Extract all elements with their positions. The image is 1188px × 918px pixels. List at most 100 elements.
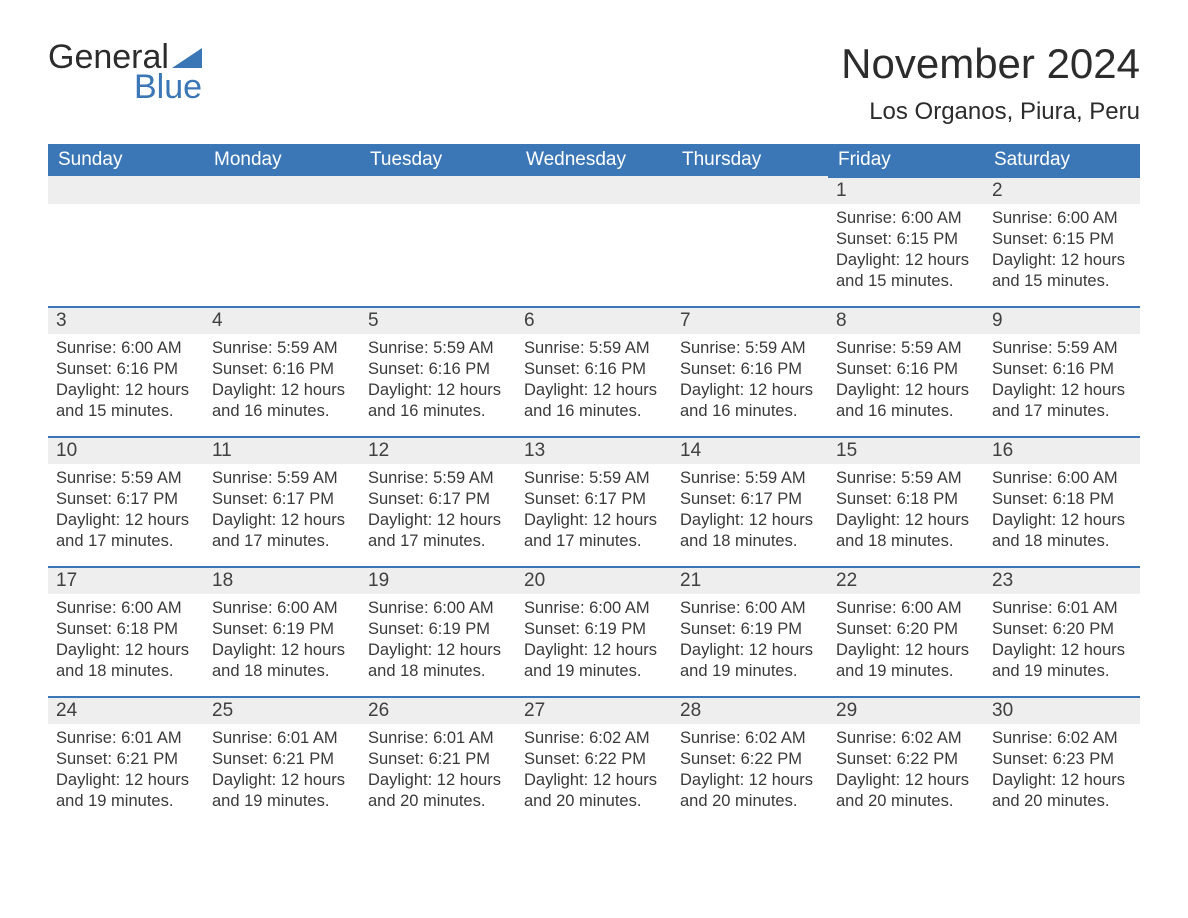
sunset-line: Sunset: 6:20 PM <box>836 619 976 640</box>
day-number: 1 <box>828 176 984 204</box>
sunset-line: Sunset: 6:22 PM <box>680 749 820 770</box>
daylight-line: Daylight: 12 hours and 18 minutes. <box>836 510 976 552</box>
calendar-day-cell: 22Sunrise: 6:00 AMSunset: 6:20 PMDayligh… <box>828 566 984 696</box>
daylight-line-label: Daylight: <box>680 641 744 659</box>
day-details: Sunrise: 5:59 AMSunset: 6:17 PMDaylight:… <box>204 464 360 562</box>
sunset-line: Sunset: 6:21 PM <box>368 749 508 770</box>
day-number: 25 <box>204 696 360 724</box>
daylight-line-label: Daylight: <box>524 381 588 399</box>
sunrise-line-value: 6:02 AM <box>589 729 650 747</box>
sunset-line-value: 6:16 PM <box>741 360 802 378</box>
sunset-line-value: 6:15 PM <box>897 230 958 248</box>
calendar-header-row: SundayMondayTuesdayWednesdayThursdayFrid… <box>48 144 1140 176</box>
sunset-line-label: Sunset: <box>368 360 424 378</box>
sunset-line-label: Sunset: <box>56 750 112 768</box>
calendar-empty-cell <box>516 176 672 306</box>
day-details: Sunrise: 6:00 AMSunset: 6:19 PMDaylight:… <box>672 594 828 692</box>
daylight-line: Daylight: 12 hours and 15 minutes. <box>992 250 1132 292</box>
daylight-line: Daylight: 12 hours and 20 minutes. <box>680 770 820 812</box>
daylight-line-label: Daylight: <box>680 511 744 529</box>
sunrise-line-value: 6:01 AM <box>1057 599 1118 617</box>
sunrise-line-label: Sunrise: <box>368 729 429 747</box>
daylight-line-label: Daylight: <box>836 641 900 659</box>
sunrise-line-label: Sunrise: <box>56 339 117 357</box>
day-details: Sunrise: 6:01 AMSunset: 6:21 PMDaylight:… <box>48 724 204 822</box>
day-number: 16 <box>984 436 1140 464</box>
sunrise-line-value: 5:59 AM <box>433 469 494 487</box>
sunset-line-value: 6:20 PM <box>1053 620 1114 638</box>
day-number: 11 <box>204 436 360 464</box>
sunset-line-value: 6:16 PM <box>429 360 490 378</box>
sunrise-line-label: Sunrise: <box>992 469 1053 487</box>
day-details: Sunrise: 6:00 AMSunset: 6:18 PMDaylight:… <box>48 594 204 692</box>
sunset-line-value: 6:17 PM <box>429 490 490 508</box>
sunrise-line-value: 5:59 AM <box>277 469 338 487</box>
daylight-line-label: Daylight: <box>836 511 900 529</box>
day-number: 13 <box>516 436 672 464</box>
day-details: Sunrise: 5:59 AMSunset: 6:16 PMDaylight:… <box>828 334 984 432</box>
sunrise-line-value: 6:00 AM <box>1057 209 1118 227</box>
calendar-day-cell: 17Sunrise: 6:00 AMSunset: 6:18 PMDayligh… <box>48 566 204 696</box>
daylight-line-label: Daylight: <box>992 511 1056 529</box>
daylight-line-label: Daylight: <box>836 381 900 399</box>
daylight-line: Daylight: 12 hours and 17 minutes. <box>992 380 1132 422</box>
empty-day-bar <box>516 176 672 204</box>
sunrise-line: Sunrise: 5:59 AM <box>524 338 664 359</box>
sunset-line-value: 6:17 PM <box>273 490 334 508</box>
calendar-day-cell: 27Sunrise: 6:02 AMSunset: 6:22 PMDayligh… <box>516 696 672 826</box>
day-details: Sunrise: 6:00 AMSunset: 6:19 PMDaylight:… <box>360 594 516 692</box>
sunrise-line: Sunrise: 5:59 AM <box>212 468 352 489</box>
daylight-line: Daylight: 12 hours and 15 minutes. <box>56 380 196 422</box>
daylight-line-label: Daylight: <box>368 771 432 789</box>
weekday-header: Wednesday <box>516 144 672 176</box>
daylight-line-label: Daylight: <box>524 641 588 659</box>
sunrise-line: Sunrise: 6:02 AM <box>836 728 976 749</box>
daylight-line-label: Daylight: <box>56 511 120 529</box>
sunrise-line: Sunrise: 6:02 AM <box>524 728 664 749</box>
sunrise-line: Sunrise: 6:00 AM <box>992 468 1132 489</box>
daylight-line-label: Daylight: <box>524 511 588 529</box>
sunrise-line: Sunrise: 5:59 AM <box>680 338 820 359</box>
sunrise-line-value: 6:02 AM <box>901 729 962 747</box>
sunrise-line-value: 5:59 AM <box>589 469 650 487</box>
sunrise-line: Sunrise: 6:00 AM <box>524 598 664 619</box>
daylight-line-label: Daylight: <box>212 641 276 659</box>
calendar-day-cell: 26Sunrise: 6:01 AMSunset: 6:21 PMDayligh… <box>360 696 516 826</box>
sunrise-line-value: 5:59 AM <box>901 469 962 487</box>
sunrise-line-label: Sunrise: <box>56 729 117 747</box>
day-number: 19 <box>360 566 516 594</box>
sunrise-line-label: Sunrise: <box>680 339 741 357</box>
day-number: 22 <box>828 566 984 594</box>
day-number: 7 <box>672 306 828 334</box>
calendar-empty-cell <box>204 176 360 306</box>
sunrise-line-label: Sunrise: <box>992 599 1053 617</box>
sunset-line: Sunset: 6:20 PM <box>992 619 1132 640</box>
sunset-line-value: 6:17 PM <box>741 490 802 508</box>
sunset-line: Sunset: 6:17 PM <box>212 489 352 510</box>
daylight-line: Daylight: 12 hours and 18 minutes. <box>368 640 508 682</box>
calendar-day-cell: 4Sunrise: 5:59 AMSunset: 6:16 PMDaylight… <box>204 306 360 436</box>
sunset-line: Sunset: 6:19 PM <box>524 619 664 640</box>
calendar-day-cell: 12Sunrise: 5:59 AMSunset: 6:17 PMDayligh… <box>360 436 516 566</box>
calendar-day-cell: 19Sunrise: 6:00 AMSunset: 6:19 PMDayligh… <box>360 566 516 696</box>
sunrise-line-value: 5:59 AM <box>901 339 962 357</box>
daylight-line: Daylight: 12 hours and 16 minutes. <box>524 380 664 422</box>
sunrise-line-value: 5:59 AM <box>745 469 806 487</box>
sunset-line: Sunset: 6:15 PM <box>992 229 1132 250</box>
daylight-line-label: Daylight: <box>56 381 120 399</box>
day-number: 8 <box>828 306 984 334</box>
day-details: Sunrise: 6:00 AMSunset: 6:19 PMDaylight:… <box>204 594 360 692</box>
calendar-day-cell: 13Sunrise: 5:59 AMSunset: 6:17 PMDayligh… <box>516 436 672 566</box>
daylight-line-label: Daylight: <box>680 771 744 789</box>
sunset-line: Sunset: 6:16 PM <box>212 359 352 380</box>
daylight-line: Daylight: 12 hours and 18 minutes. <box>680 510 820 552</box>
day-number: 4 <box>204 306 360 334</box>
sunrise-line-value: 5:59 AM <box>433 339 494 357</box>
day-number: 18 <box>204 566 360 594</box>
sunset-line: Sunset: 6:19 PM <box>680 619 820 640</box>
calendar-day-cell: 11Sunrise: 5:59 AMSunset: 6:17 PMDayligh… <box>204 436 360 566</box>
sunrise-line: Sunrise: 6:01 AM <box>368 728 508 749</box>
sunrise-line: Sunrise: 6:02 AM <box>992 728 1132 749</box>
sunrise-line-value: 6:02 AM <box>745 729 806 747</box>
sunrise-line-label: Sunrise: <box>524 469 585 487</box>
